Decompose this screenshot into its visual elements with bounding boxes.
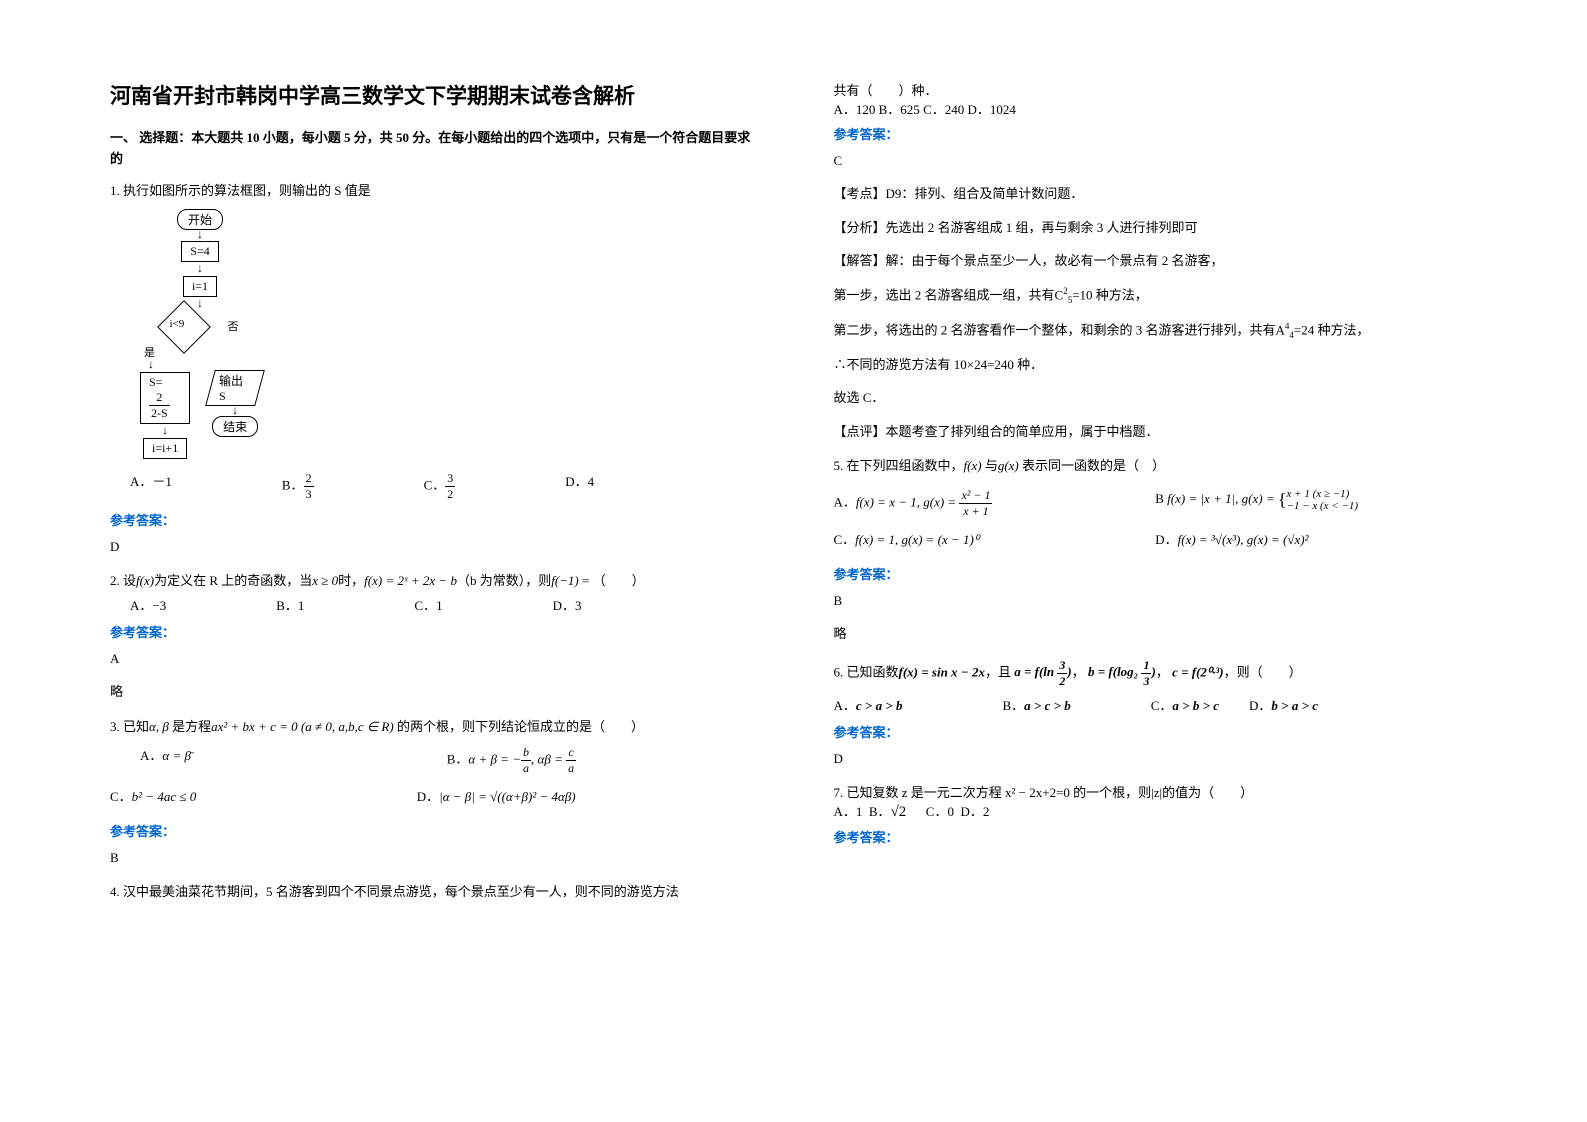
q3-opt-d: D．|α − β| = √((α+β)² − 4αβ) (417, 786, 724, 805)
section-heading: 一、 选择题：本大题共 10 小题，每小题 5 分，共 50 分。在每小题给出的… (110, 128, 754, 170)
q7-text: 7. 已知复数 z 是一元二次方程 x² − 2x+2=0 的一个根，则|z|的… (834, 782, 1478, 801)
question-6: 6. 已知函数f(x) = sin x − 2x，且 a = f(ln 32)，… (834, 658, 1478, 770)
q2-note: 略 (110, 680, 754, 703)
fc-arrow: ↓ (148, 360, 200, 370)
q6-options: A．c > a > b B．a > c > b C．a > b > c D．b … (834, 695, 1478, 714)
q1-opt-d: D．4 (565, 471, 594, 502)
q4-cont: 共有（ ）种． (834, 80, 1478, 99)
q2-opt-c: C．1 (414, 595, 442, 614)
question-4-cont: 共有（ ）种． A．120 B．625 C．240 D．1024 参考答案： C… (834, 80, 1478, 443)
fc-condition: i<9 (158, 312, 208, 340)
q4-exp6: ∴不同的游览方法有 10×24=240 种． (834, 353, 1478, 376)
q5-opt-c: C．f(x) = 1, g(x) = (x − 1)⁰ (834, 529, 1156, 548)
fc-end: 结束 (212, 416, 258, 437)
q2-answer-label: 参考答案： (110, 622, 754, 641)
q2-opt-b: B．1 (276, 595, 304, 614)
fc-no-label: 否 (228, 318, 239, 334)
q3-answer-label: 参考答案： (110, 821, 754, 840)
q3-opt-a: A．α = β̄ (140, 745, 447, 776)
q5-options: A．f(x) = x − 1, g(x) = x² − 1x + 1 B f(x… (834, 488, 1478, 558)
question-2: 2. 设f(x)为定义在 R 上的奇函数，当x ≥ 0时，f(x) = 2ˣ +… (110, 570, 754, 704)
q4-exp8: 【点评】本题考查了排列组合的简单应用，属于中档题． (834, 420, 1478, 443)
q6-opt-c: C．a > b > c (1151, 695, 1219, 714)
q4-exp2: 【分析】先选出 2 名游客组成 1 组，再与剩余 3 人进行排列即可 (834, 216, 1478, 239)
q6-answer: D (834, 747, 1478, 770)
fc-box-incr: i=i+1 (143, 438, 187, 459)
q5-note: 略 (834, 622, 1478, 645)
q4-text-part1: 4. 汉中最美油菜花节期间，5 名游客到四个不同景点游览，每个景点至少有一人，则… (110, 881, 754, 900)
fc-box-s4: S=4 (181, 241, 218, 262)
fc-box-i1: i=1 (183, 276, 217, 297)
q3-text: 3. 已知α, β 是方程ax² + bx + c = 0 (a ≠ 0, a,… (110, 716, 754, 735)
q3-answer: B (110, 846, 754, 869)
q4-exp4: 第一步，选出 2 名游客组成一组，共有C25=10 种方法， (834, 283, 1478, 308)
q4-answer: C (834, 149, 1478, 172)
q1-opt-a: A．－1 (130, 471, 172, 502)
q1-opt-b: B．23 (282, 471, 314, 502)
q6-opt-a: A．c > a > b (834, 695, 903, 714)
q7-options: A．1 B．√2 C．0 D．2 (834, 801, 1478, 821)
fc-output: 输出 S (205, 370, 264, 406)
q2-answer: A (110, 647, 754, 670)
q4-exp3: 【解答】解：由于每个景点至少一人，故必有一个景点有 2 名游客， (834, 249, 1478, 272)
question-1: 1. 执行如图所示的算法框图，则输出的 S 值是 开始 ↓ S=4 ↓ i=1 … (110, 180, 754, 558)
fc-arrow: ↓ (197, 230, 203, 240)
q5-opt-b: B f(x) = |x + 1|, g(x) = {x + 1 (x ≥ −1)… (1155, 488, 1477, 519)
q4-options: A．120 B．625 C．240 D．1024 (834, 99, 1478, 118)
q1-answer-label: 参考答案： (110, 510, 754, 529)
fc-arrow: ↓ (197, 299, 203, 309)
q5-answer: B (834, 589, 1478, 612)
q3-opt-b: B．α + β = −ba, αβ = ca (447, 745, 754, 776)
fc-arrow: ↓ (162, 426, 168, 436)
q5-opt-d: D．f(x) = ³√(x³), g(x) = (√x)² (1155, 529, 1477, 548)
q4-exp7: 故选 C． (834, 386, 1478, 409)
question-5: 5. 在下列四组函数中，f(x) 与g(x) 表示同一函数的是（ ） A．f(x… (834, 455, 1478, 646)
q1-flowchart: 开始 ↓ S=4 ↓ i=1 ↓ i<9 否 是 ↓ (140, 209, 754, 461)
fc-box-assign: S=22-S (140, 372, 190, 424)
q4-exp1: 【考点】D9：排列、组合及简单计数问题． (834, 182, 1478, 205)
q6-opt-b: B．a > c > b (1002, 695, 1070, 714)
q2-opt-d: D．3 (553, 595, 582, 614)
q1-text: 1. 执行如图所示的算法框图，则输出的 S 值是 (110, 180, 754, 199)
q1-options: A．－1 B．23 C．32 D．4 (130, 471, 754, 502)
q6-text: 6. 已知函数f(x) = sin x − 2x，且 a = f(ln 32)，… (834, 658, 1478, 689)
q2-text: 2. 设f(x)为定义在 R 上的奇函数，当x ≥ 0时，f(x) = 2ˣ +… (110, 570, 754, 589)
q5-opt-a: A．f(x) = x − 1, g(x) = x² − 1x + 1 (834, 488, 1156, 519)
q6-answer-label: 参考答案： (834, 722, 1478, 741)
question-7: 7. 已知复数 z 是一元二次方程 x² − 2x+2=0 的一个根，则|z|的… (834, 782, 1478, 846)
q5-text: 5. 在下列四组函数中，f(x) 与g(x) 表示同一函数的是（ ） (834, 455, 1478, 474)
q1-answer: D (110, 535, 754, 558)
fc-arrow: ↓ (232, 406, 238, 416)
q3-options: A．α = β̄ B．α + β = −ba, αβ = ca C．b² − 4… (140, 745, 754, 815)
q3-opt-c: C．b² − 4ac ≤ 0 (110, 786, 417, 805)
question-3: 3. 已知α, β 是方程ax² + bx + c = 0 (a ≠ 0, a,… (110, 716, 754, 869)
fc-arrow: ↓ (197, 264, 203, 274)
document-title: 河南省开封市韩岗中学高三数学文下学期期末试卷含解析 (110, 80, 754, 110)
q4-exp5: 第二步，将选出的 2 名游客看作一个整体，和剩余的 3 名游客进行排列，共有A4… (834, 318, 1478, 343)
q5-answer-label: 参考答案： (834, 564, 1478, 583)
q6-opt-d: D．b > a > c (1249, 695, 1318, 714)
q7-answer-label: 参考答案： (834, 827, 1478, 846)
q2-options: A．−3 B．1 C．1 D．3 (130, 595, 754, 614)
q2-opt-a: A．−3 (130, 595, 166, 614)
q1-opt-c: C．32 (424, 471, 456, 502)
q4-answer-label: 参考答案： (834, 124, 1478, 143)
